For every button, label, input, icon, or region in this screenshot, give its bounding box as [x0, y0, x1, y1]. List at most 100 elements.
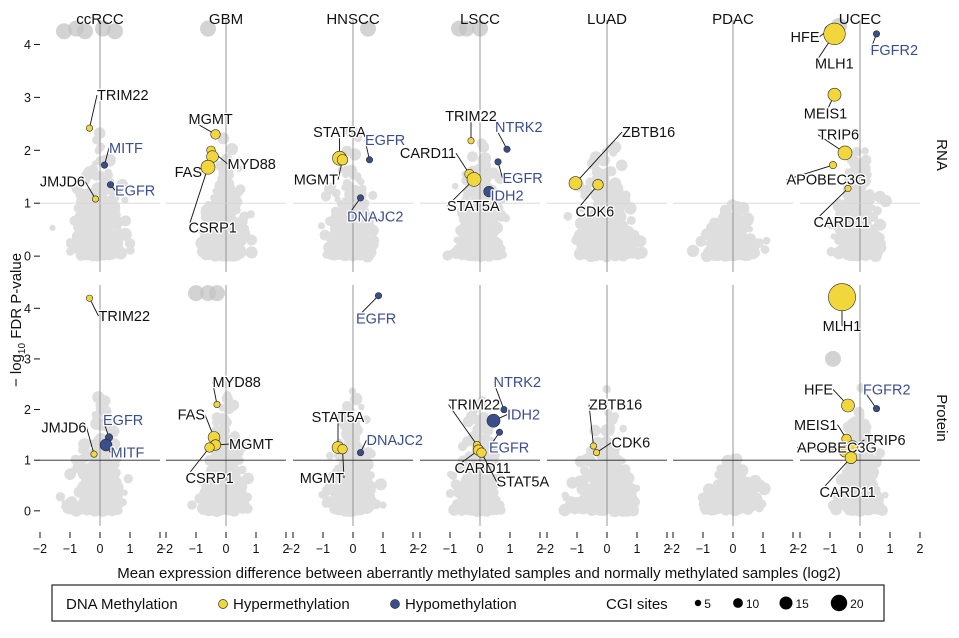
bg-point: [214, 225, 223, 234]
bg-point: [872, 237, 885, 250]
bg-point: [602, 466, 611, 476]
bg-point: [632, 251, 640, 259]
bg-point: [457, 441, 468, 452]
bg-point: [88, 164, 99, 175]
bg-point: [376, 480, 384, 487]
bg-point: [580, 190, 590, 200]
bg-point: [95, 397, 103, 405]
bg-point: [565, 496, 577, 508]
bg-point: [73, 236, 85, 248]
panel-rna-lscc: [420, 20, 540, 272]
bg-point: [211, 214, 220, 223]
bg-point: [360, 470, 373, 484]
bg-point: [343, 461, 351, 469]
bg-point: [75, 247, 85, 257]
bg-point: [336, 490, 343, 497]
bg-point: [830, 233, 837, 240]
bg-point: [874, 218, 887, 231]
bg-point: [366, 251, 375, 260]
bg-point: [732, 201, 742, 211]
bg-point: [738, 220, 751, 233]
bg-point: [109, 192, 120, 203]
bg-point: [236, 481, 248, 492]
bg-point: [616, 240, 627, 251]
bg-point: [470, 488, 481, 499]
bg-point: [843, 240, 855, 252]
bg-point: [345, 124, 359, 138]
bg-point: [854, 251, 863, 260]
bg-point: [472, 222, 484, 234]
bg-point: [360, 20, 376, 37]
bg-point: [116, 178, 129, 191]
bg-point: [330, 227, 338, 236]
bg-point: [621, 472, 632, 484]
panel-rna-ccrcc: [40, 20, 160, 272]
bg-point: [86, 193, 94, 202]
bg-point: [619, 424, 628, 433]
bg-point: [66, 496, 73, 503]
bg-point: [592, 499, 603, 510]
background-points: [195, 132, 258, 262]
bg-point: [104, 168, 113, 177]
bg-point: [351, 184, 360, 193]
bg-point: [331, 208, 341, 218]
bg-point: [335, 246, 345, 256]
bg-point: [204, 487, 211, 494]
background-points: [317, 124, 386, 263]
bg-point: [344, 190, 353, 199]
bg-point: [120, 215, 132, 227]
bg-point: [228, 231, 236, 239]
bg-point: [477, 424, 485, 432]
bg-point: [873, 250, 881, 258]
bg-point: [91, 438, 101, 448]
bg-point: [222, 160, 229, 167]
bg-point: [576, 496, 583, 503]
bg-point: [107, 23, 123, 40]
bg-point: [853, 204, 864, 215]
bg-point: [695, 235, 707, 247]
background-points: [563, 141, 648, 263]
bg-point: [123, 474, 133, 484]
bg-point: [603, 178, 610, 186]
panel-protein-gbm: [166, 285, 286, 526]
bg-point: [121, 196, 129, 204]
bg-point: [77, 175, 87, 185]
bg-point: [494, 173, 506, 185]
bg-point: [236, 165, 243, 172]
bg-point: [124, 238, 136, 249]
bg-point: [83, 204, 91, 212]
bg-point: [345, 503, 357, 515]
bg-point: [216, 197, 225, 207]
bg-point: [351, 211, 363, 223]
bg-point: [593, 487, 606, 499]
bg-point: [616, 159, 628, 172]
bg-point: [207, 458, 216, 467]
bg-point: [225, 245, 234, 254]
bg-point: [126, 246, 135, 255]
bg-point: [484, 218, 497, 230]
bg-point: [95, 20, 111, 37]
bg-point: [96, 142, 106, 152]
bg-point: [490, 238, 504, 251]
bg-point: [467, 151, 478, 163]
bg-point: [198, 225, 209, 236]
bg-point: [225, 143, 239, 156]
bg-point: [873, 190, 886, 203]
bg-point: [221, 423, 230, 431]
bg-point: [368, 190, 378, 200]
bg-point: [463, 244, 473, 254]
bg-point: [334, 196, 341, 203]
bg-point: [98, 212, 111, 226]
bg-point: [686, 244, 700, 258]
bg-point: [112, 209, 120, 217]
bg-point: [49, 224, 56, 231]
bg-point: [200, 213, 210, 222]
bg-point: [594, 463, 601, 470]
bg-point: [607, 189, 616, 197]
bg-point: [353, 172, 362, 181]
bg-point: [75, 190, 84, 198]
bg-point: [861, 147, 869, 155]
bg-point: [626, 216, 636, 225]
bg-point: [599, 168, 611, 179]
bg-point: [379, 215, 386, 223]
